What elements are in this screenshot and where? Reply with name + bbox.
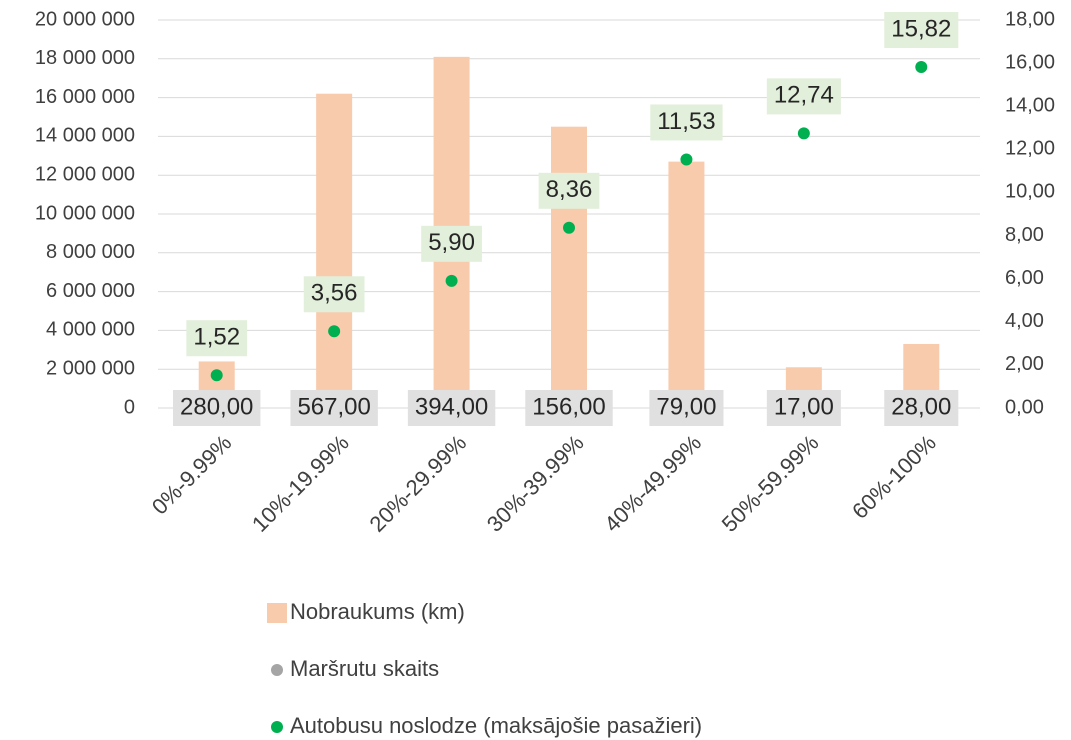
data-label: 567,00 bbox=[290, 389, 378, 426]
y2-tick-label: 2,00 bbox=[1005, 353, 1044, 375]
y-tick-label: 4 000 000 bbox=[46, 319, 135, 341]
data-label-box bbox=[290, 389, 378, 426]
data-label-box bbox=[186, 320, 248, 357]
x-tick-label: 40%-49.99% bbox=[599, 430, 706, 537]
bar bbox=[668, 161, 705, 408]
x-tick-label: 20%-29.99% bbox=[364, 430, 471, 537]
data-label-box bbox=[766, 78, 841, 115]
data-label-text: 28,00 bbox=[891, 393, 951, 420]
y2-tick-label: 0,00 bbox=[1005, 396, 1044, 418]
x-tick-label: 50%-59.99% bbox=[717, 430, 824, 537]
data-label: 156,00 bbox=[525, 389, 613, 426]
y-tick-label: 20 000 000 bbox=[35, 8, 135, 30]
data-label-text: 156,00 bbox=[532, 393, 605, 420]
data-label-box bbox=[884, 11, 959, 48]
bar bbox=[551, 126, 587, 408]
data-label: 394,00 bbox=[407, 389, 496, 426]
y2-tick-label: 16,00 bbox=[1005, 51, 1055, 73]
point bbox=[680, 153, 693, 166]
y2-tick-label: 6,00 bbox=[1005, 267, 1044, 289]
data-label-text: 5,90 bbox=[428, 229, 475, 256]
data-label: 5,90 bbox=[421, 225, 482, 262]
data-label-text: 79,00 bbox=[656, 393, 716, 420]
data-label: 280,00 bbox=[173, 389, 261, 426]
data-label-text: 8,36 bbox=[546, 176, 593, 203]
y2-tick-label: 14,00 bbox=[1005, 95, 1055, 117]
point bbox=[915, 60, 928, 73]
data-label-text: 12,74 bbox=[774, 82, 834, 109]
data-label: 11,53 bbox=[650, 104, 723, 141]
data-label-text: 567,00 bbox=[297, 393, 370, 420]
y2-tick-label: 18,00 bbox=[1005, 8, 1055, 30]
y2-tick-label: 4,00 bbox=[1005, 310, 1044, 332]
legend-label: Nobraukums (km) bbox=[290, 599, 465, 624]
data-label-text: 280,00 bbox=[180, 393, 253, 420]
x-tick-label: 10%-19.99% bbox=[247, 430, 354, 537]
data-label-text: 11,53 bbox=[657, 108, 715, 135]
y-tick-label: 2 000 000 bbox=[46, 357, 135, 379]
data-label-box bbox=[173, 389, 261, 426]
point bbox=[797, 127, 810, 140]
y-tick-label: 10 000 000 bbox=[35, 202, 135, 224]
data-label: 15,82 bbox=[884, 11, 959, 48]
data-label: 17,00 bbox=[766, 389, 841, 426]
point bbox=[328, 325, 341, 338]
data-label-box bbox=[407, 389, 496, 426]
data-label-text: 394,00 bbox=[415, 393, 488, 420]
data-label-box bbox=[525, 389, 613, 426]
data-label: 1,52 bbox=[186, 320, 248, 357]
data-label-box bbox=[538, 172, 600, 209]
data-label-text: 3,56 bbox=[311, 280, 358, 307]
point bbox=[210, 369, 223, 382]
data-label-box bbox=[421, 225, 482, 262]
y-tick-label: 16 000 000 bbox=[35, 86, 135, 108]
data-label-box bbox=[649, 389, 724, 426]
y-tick-label: 6 000 000 bbox=[46, 280, 135, 302]
legend-label: Autobusu noslodze (maksājošie pasažieri) bbox=[290, 713, 702, 738]
x-tick-label: 30%-39.99% bbox=[482, 430, 589, 537]
data-label-box bbox=[650, 104, 723, 141]
y-tick-label: 12 000 000 bbox=[35, 163, 135, 185]
data-label-text: 17,00 bbox=[774, 393, 834, 420]
legend-marker bbox=[267, 603, 287, 623]
data-label: 12,74 bbox=[766, 78, 841, 115]
legend-marker bbox=[271, 664, 283, 676]
y-tick-label: 18 000 000 bbox=[35, 47, 135, 69]
data-label-box bbox=[884, 389, 959, 426]
y2-tick-label: 10,00 bbox=[1005, 181, 1055, 203]
point bbox=[563, 221, 575, 234]
point bbox=[445, 274, 458, 287]
data-label-text: 15,82 bbox=[891, 15, 951, 42]
y-tick-label: 14 000 000 bbox=[35, 125, 135, 147]
legend-label: Maršrutu skaits bbox=[290, 656, 439, 681]
data-label: 3,56 bbox=[303, 276, 365, 313]
data-label-box bbox=[303, 276, 365, 313]
legend-marker bbox=[271, 721, 283, 733]
data-label: 28,00 bbox=[884, 389, 959, 426]
data-label: 79,00 bbox=[649, 389, 724, 426]
data-label: 8,36 bbox=[538, 172, 600, 209]
y2-tick-label: 8,00 bbox=[1005, 224, 1044, 246]
data-label-text: 1,52 bbox=[193, 324, 240, 351]
data-label-box bbox=[766, 389, 841, 426]
y-tick-label: 0 bbox=[124, 396, 135, 418]
y2-tick-label: 12,00 bbox=[1005, 138, 1055, 160]
x-tick-label: 60%-100% bbox=[847, 430, 941, 524]
x-tick-label: 0%-9.99% bbox=[147, 430, 236, 519]
y-tick-label: 8 000 000 bbox=[46, 241, 135, 263]
bar bbox=[316, 93, 353, 408]
